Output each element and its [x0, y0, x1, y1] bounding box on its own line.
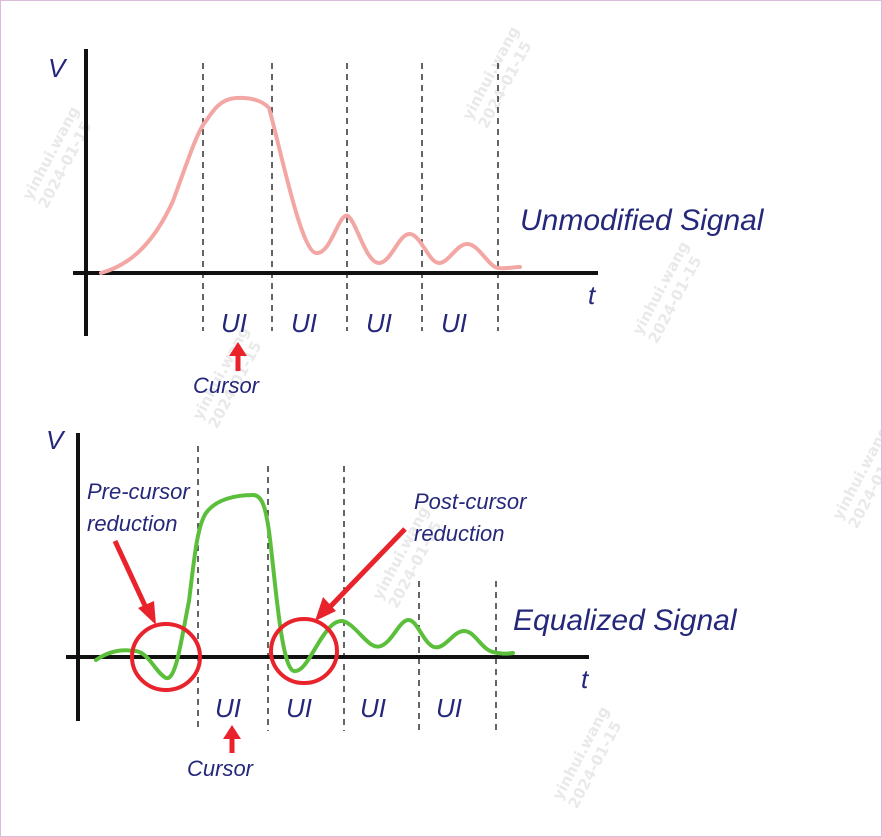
signal-label: Unmodified Signal	[520, 204, 765, 237]
cursor-arrow	[229, 342, 247, 371]
signal-label: Equalized Signal	[513, 604, 738, 637]
unmodified-signal-curve	[99, 95, 522, 275]
pre-cursor-label-line2: reduction	[87, 511, 178, 536]
y-axis-label: V	[46, 425, 66, 455]
post-cursor-highlight-circle	[269, 617, 339, 685]
ui-label: UI	[366, 308, 392, 338]
pre-cursor-arrow	[112, 539, 156, 625]
unmodified-plot: V t Unmodified Signal UI UI UI UI Cursor	[48, 49, 765, 398]
cursor-label: Cursor	[187, 756, 255, 781]
equalized-signal-curve	[94, 493, 515, 680]
ui-label: UI	[286, 693, 312, 723]
cursor-arrow	[223, 725, 241, 753]
ui-label: UI	[441, 308, 467, 338]
cursor-label: Cursor	[193, 373, 261, 398]
ui-label: UI	[360, 693, 386, 723]
x-axis-label: t	[581, 664, 590, 694]
y-axis-label: V	[48, 53, 68, 83]
ui-label: UI	[436, 693, 462, 723]
ui-boundaries	[197, 446, 497, 731]
ui-label: UI	[215, 693, 241, 723]
ui-boundaries	[202, 63, 499, 331]
equalized-plot: V t Equalized Signal Pre-cursor reductio…	[46, 425, 738, 781]
x-axis-label: t	[588, 280, 597, 310]
ui-label: UI	[221, 308, 247, 338]
pre-cursor-label-line1: Pre-cursor	[87, 479, 191, 504]
post-cursor-label-line1: Post-cursor	[414, 489, 528, 514]
post-cursor-label-line2: reduction	[414, 521, 505, 546]
ui-label: UI	[291, 308, 317, 338]
post-cursor-arrow	[315, 527, 407, 621]
pre-cursor-highlight-circle	[130, 622, 202, 692]
